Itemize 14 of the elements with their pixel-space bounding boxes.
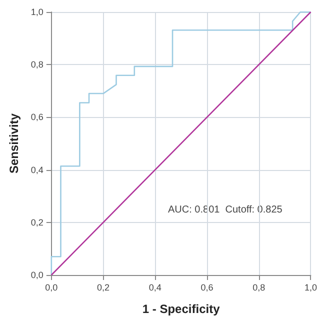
y-tick-label: 0,4 <box>30 164 44 175</box>
y-tick-label: 0,8 <box>30 60 44 70</box>
x-tick-label: 0,2 <box>97 282 110 292</box>
y-tick-label: 1,0 <box>30 7 44 17</box>
y-tick-label: 0,0 <box>30 270 44 280</box>
x-tick-label: 0,6 <box>200 282 214 292</box>
x-tick-label: 0,8 <box>252 282 266 292</box>
y-tick-label: 0,2 <box>30 217 44 228</box>
x-tick-label: 1,0 <box>304 282 317 292</box>
x-tick-label: 0,4 <box>148 282 162 292</box>
x-tick-label: 0,0 <box>45 282 58 292</box>
y-tick-label: 0,6 <box>30 112 44 122</box>
y-axis-title: Sensitivity <box>7 113 21 174</box>
x-axis-title: 1 - Specificity <box>142 302 220 316</box>
